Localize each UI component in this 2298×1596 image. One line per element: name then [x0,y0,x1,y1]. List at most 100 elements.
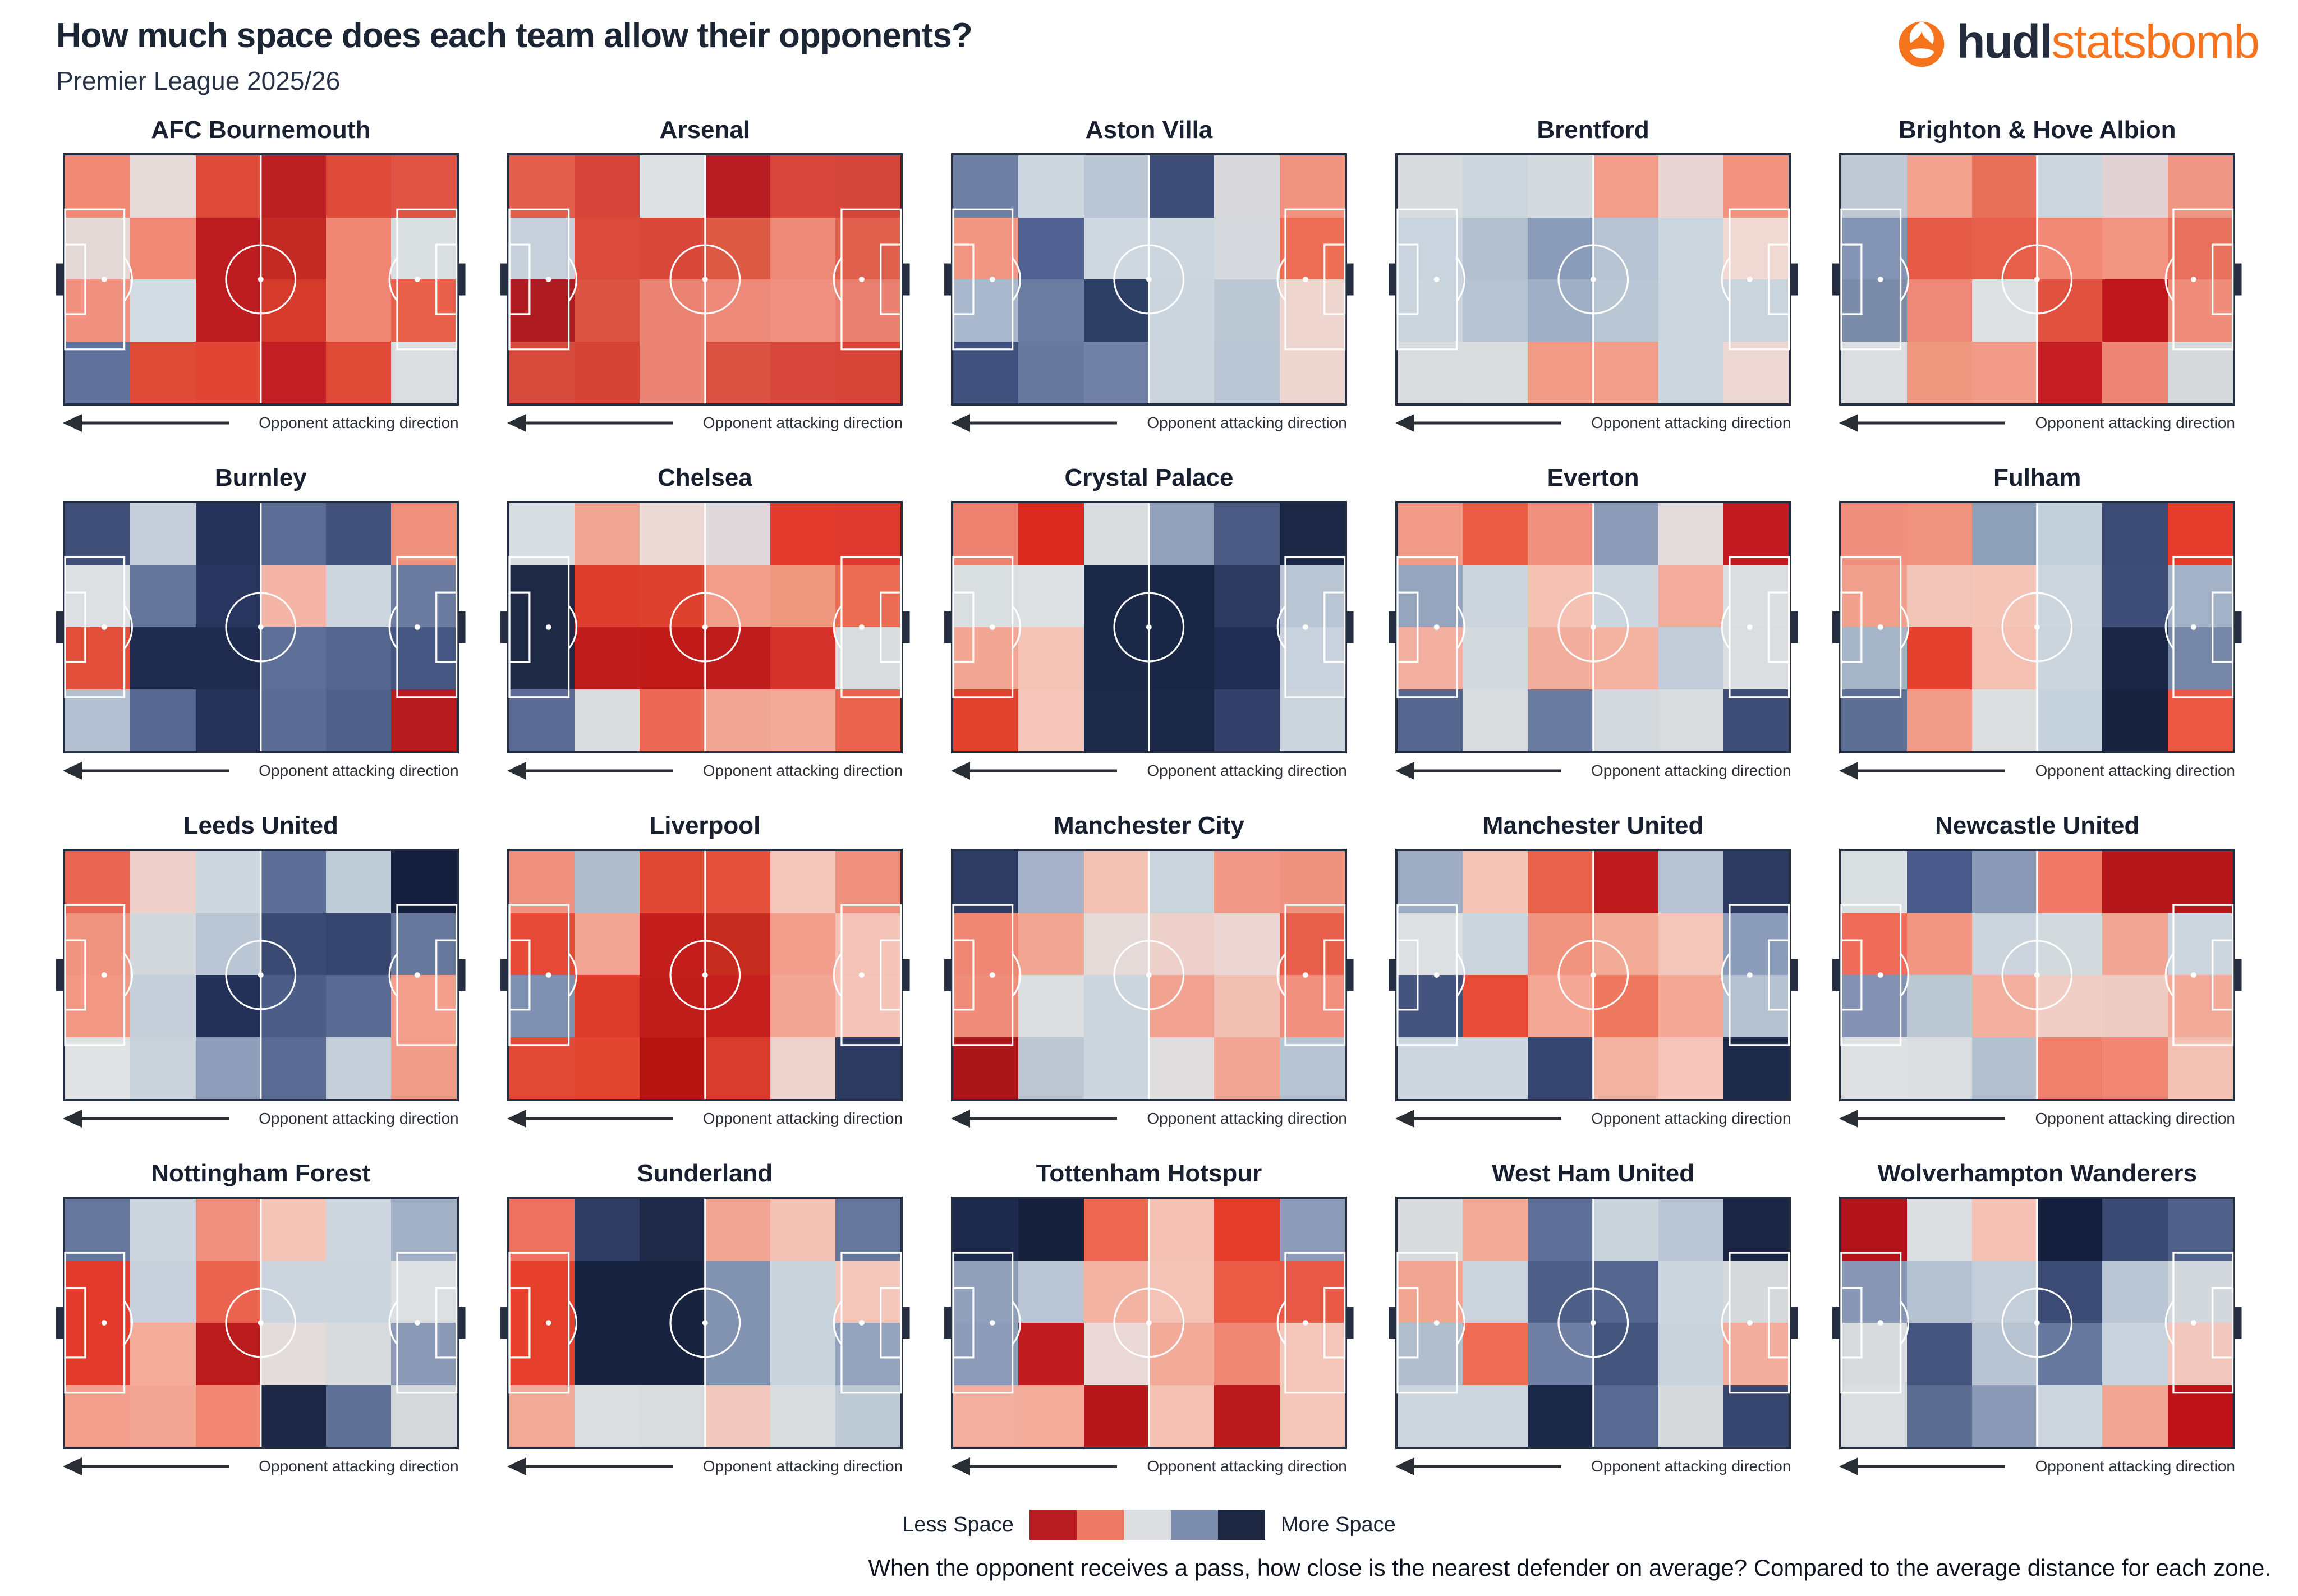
pitch-lines [1388,155,1798,403]
heat-cell [1148,1385,1215,1447]
heat-cell [2167,851,2233,913]
heat-cell [1463,1323,1528,1385]
heat-cell [770,689,835,751]
heat-cell [130,341,196,403]
heat-cell [1841,1385,1907,1447]
heat-cell [509,1037,574,1099]
heat-cell [1463,503,1528,565]
legend-swatch [1217,1510,1265,1540]
pitch-heatmap [1388,501,1798,753]
heat-cell [2167,1323,2233,1385]
heat-cell [770,1323,835,1385]
attack-direction-row: Opponent attacking direction [1395,759,1791,783]
heat-cell [1463,565,1528,627]
heat-cell [2102,341,2168,403]
left-arrow-icon [1839,762,2006,780]
heat-cell [65,341,131,403]
team-title: Tottenham Hotspur [1036,1160,1262,1187]
heat-cell [1463,217,1528,279]
heat-cell [2102,975,2168,1037]
heat-cell [130,503,196,565]
heat-cell [1658,1037,1724,1099]
heat-cell [1214,503,1280,565]
attack-direction-label: Opponent attacking direction [259,1110,459,1127]
team-card: Aston Villa [944,116,1354,435]
attack-direction-label: Opponent attacking direction [702,762,903,779]
heat-grid [953,155,1345,403]
heat-cell [65,279,131,342]
heat-cell [705,1385,770,1447]
heat-cell [1724,627,1789,689]
heat-cell [1018,341,1084,403]
heat-cell [65,851,131,913]
left-arrow-icon [1395,1110,1561,1128]
heat-cell [2167,975,2233,1037]
heat-cell [1397,503,1463,565]
team-title: Liverpool [649,812,761,839]
heat-cell [391,565,457,627]
pitch-heatmap [944,849,1354,1101]
heat-cell [1658,851,1724,913]
heat-cell [130,1261,196,1323]
heat-cell [1214,627,1280,689]
attack-direction-label: Opponent attacking direction [1591,1457,1791,1475]
pitch-lines [1388,503,1798,751]
left-arrow-icon [951,414,1118,432]
heat-grid [1397,155,1789,403]
pitch-heatmap [500,849,910,1101]
heat-cell [953,341,1019,403]
heat-cell [1841,279,1907,342]
pitch-heatmap [56,153,466,406]
heat-cell [391,155,457,218]
heat-cell [2102,565,2168,627]
heat-cell [195,503,261,565]
heat-cell [195,1037,261,1099]
attack-direction-row: Opponent attacking direction [507,411,903,435]
heat-cell [1528,155,1593,218]
goal-marks [1832,611,2242,643]
heat-cell [574,913,640,975]
heat-cell [1397,279,1463,342]
heat-cell [2167,1199,2233,1261]
heat-cell [1658,1261,1724,1323]
heat-cell [1397,689,1463,751]
attack-direction-row: Opponent attacking direction [1839,1107,2235,1130]
goal-marks [944,959,1354,991]
heat-cell [2102,155,2168,218]
heat-cell [2167,1037,2233,1099]
heat-cell [574,1385,640,1447]
heat-cell [953,279,1019,342]
team-card: Leeds United [56,812,466,1130]
heat-cell [1528,851,1593,913]
goal-marks [56,959,466,991]
heat-cell [326,503,392,565]
heat-cell [1971,155,2038,218]
pitch-heatmap [1832,849,2242,1101]
heat-cell [2102,1261,2168,1323]
left-arrow-icon [507,762,673,780]
heat-cell [326,627,392,689]
heat-cell [1018,627,1084,689]
heat-cell [391,341,457,403]
heat-cell [1658,1323,1724,1385]
left-arrow-icon [951,1110,1118,1128]
heat-cell [509,1199,574,1261]
heat-cell [2167,1261,2233,1323]
heat-cell [1279,341,1345,403]
heat-cell [835,503,901,565]
team-title: Sunderland [637,1160,773,1187]
heat-cell [1658,627,1724,689]
heat-cell [509,627,574,689]
hudl-statsbomb-logo: hudl statsbomb [1895,15,2260,69]
goal-marks [1832,959,2242,991]
team-title: Everton [1547,464,1639,491]
team-title: Leeds United [183,812,338,839]
heat-cell [1658,913,1724,975]
heat-cell [770,341,835,403]
heat-grid [1397,851,1789,1099]
heat-cell [705,689,770,751]
legend-swatch [1029,1510,1077,1540]
pitch-heatmap [944,153,1354,406]
pitch-heatmap [1388,153,1798,406]
heat-cell [326,279,392,342]
